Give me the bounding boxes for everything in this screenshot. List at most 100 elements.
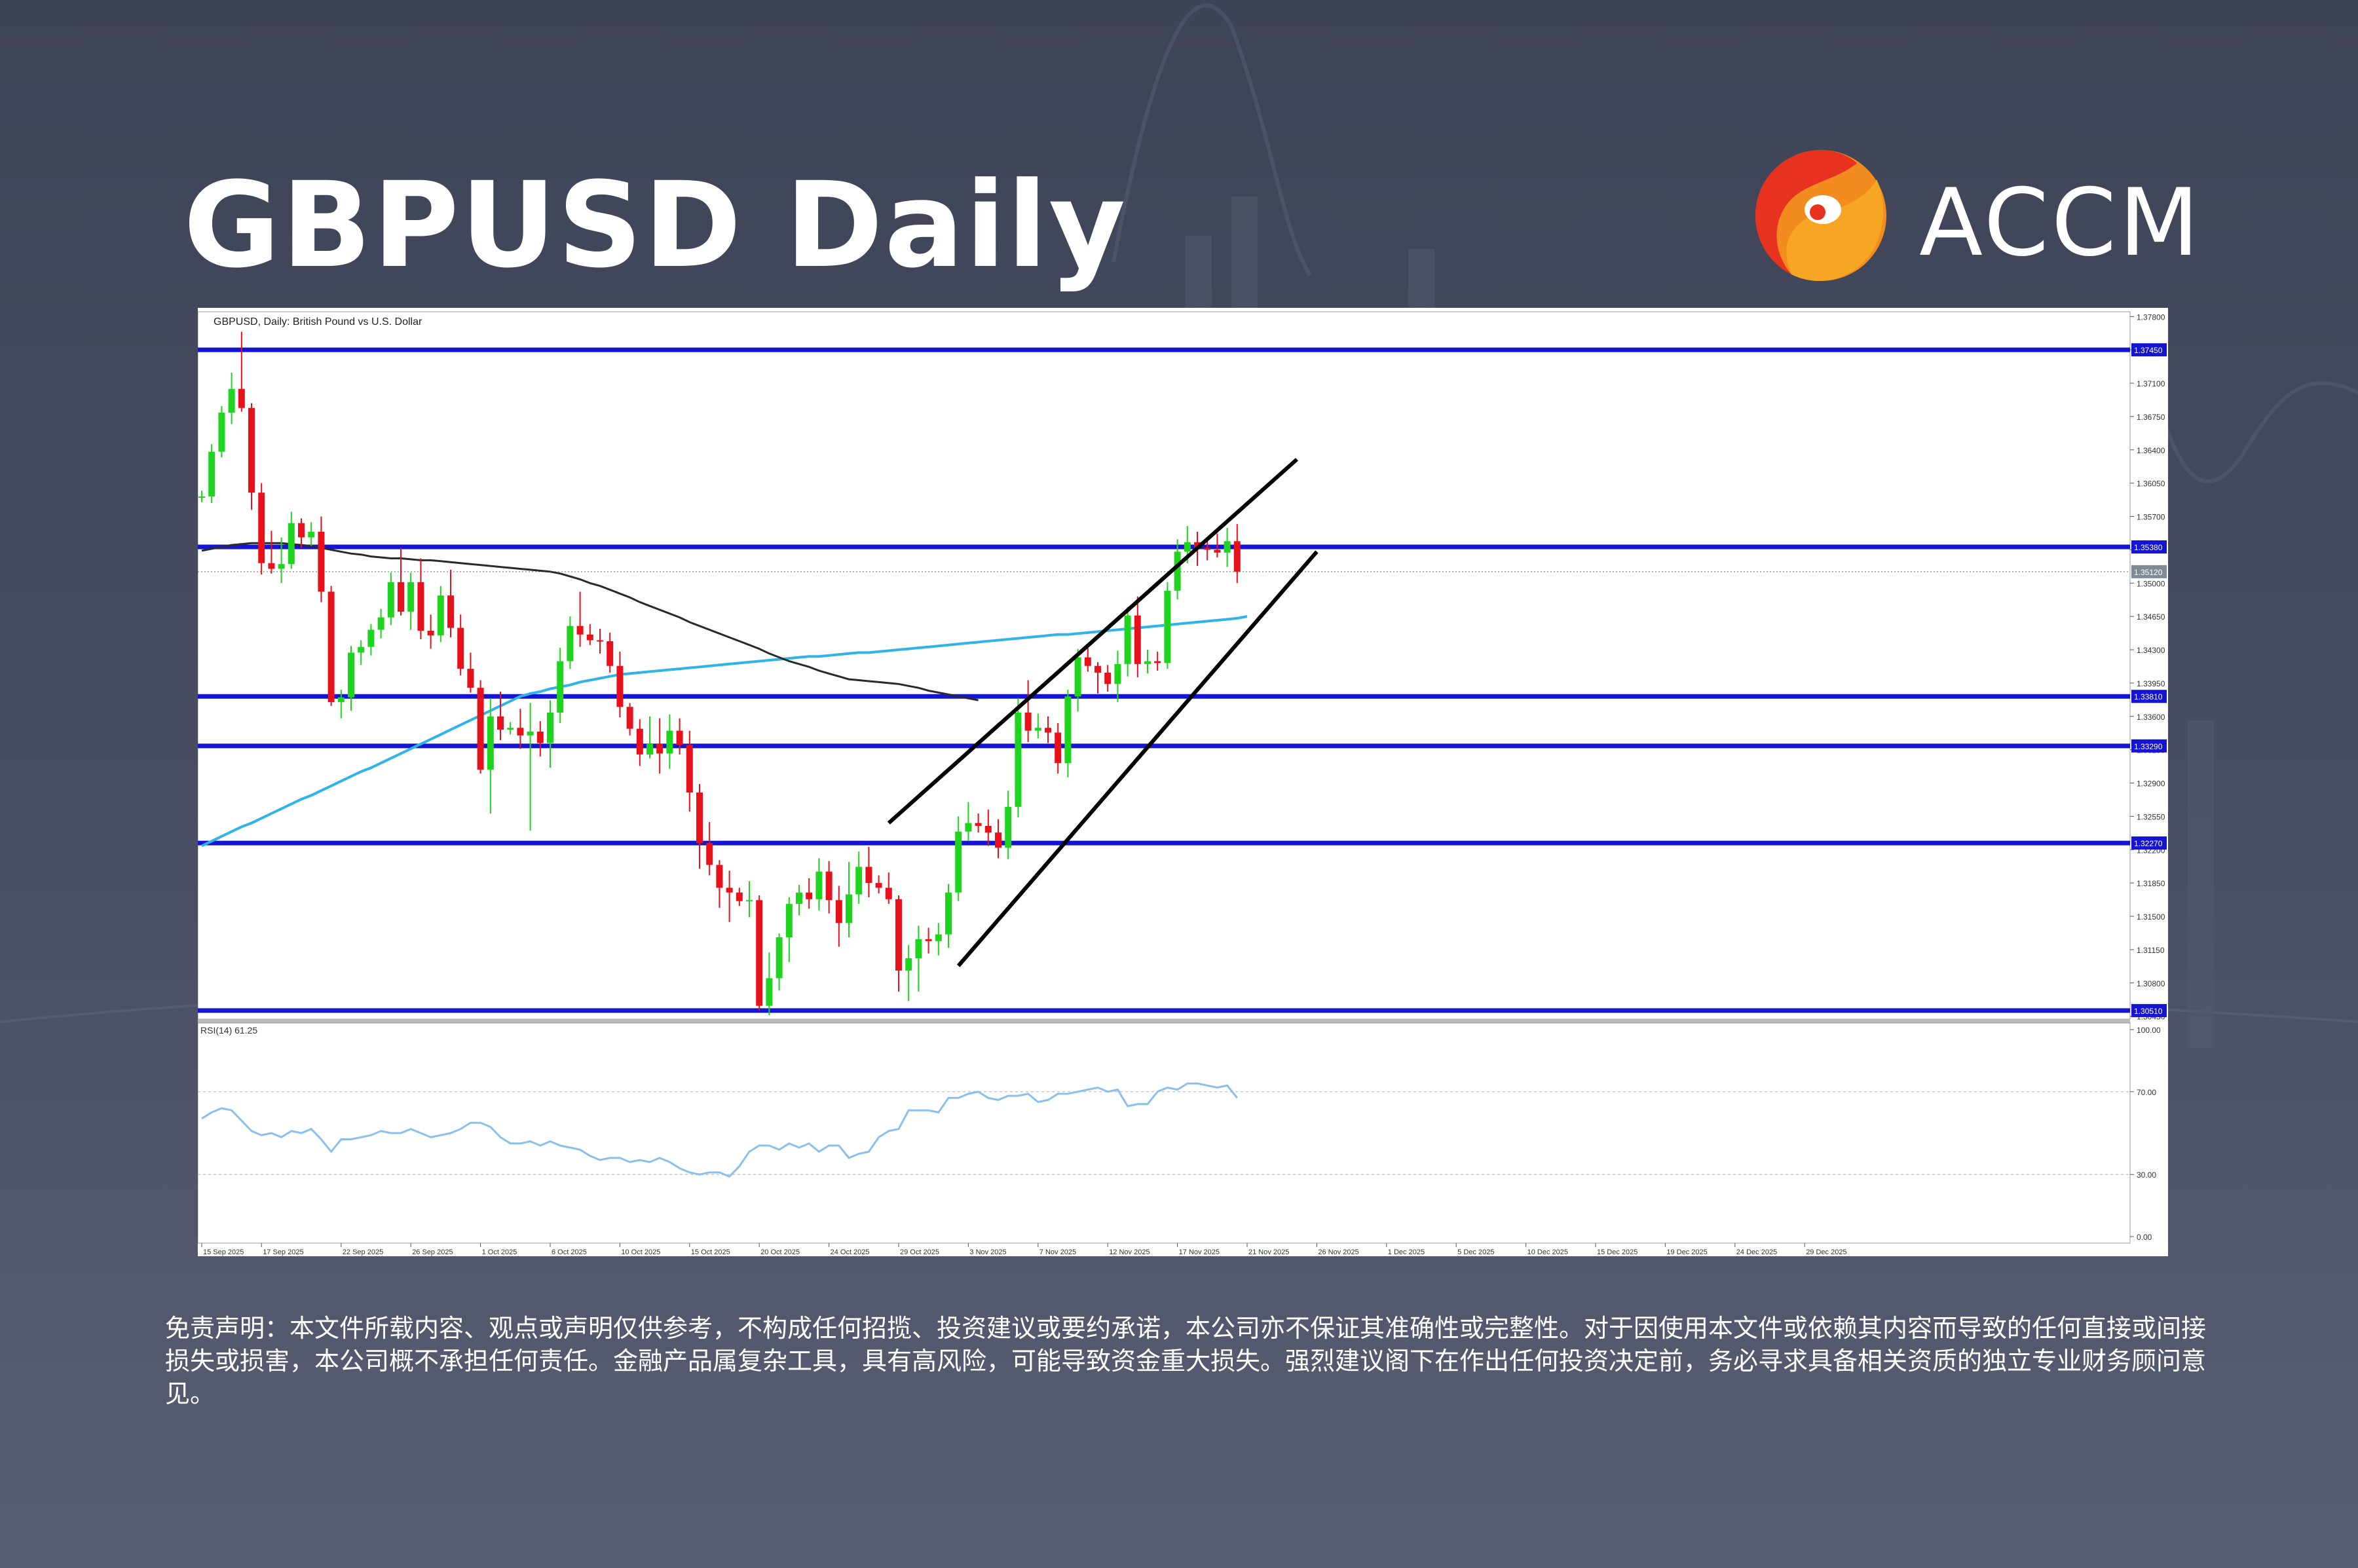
candle-body <box>328 591 335 702</box>
ma-blue-line <box>201 615 1248 848</box>
chart-caption: GBPUSD, Daily: British Pound vs U.S. Dol… <box>214 316 422 327</box>
candle-body <box>995 832 1001 848</box>
panel-separator <box>198 1019 2130 1023</box>
candle-body <box>1233 541 1241 572</box>
bg-curve <box>1112 3 1312 276</box>
x-tick-label: 21 Nov 2025 <box>1248 1248 1289 1256</box>
candle-body <box>646 743 653 755</box>
accm-logo-icon <box>1755 150 1886 281</box>
level-price-label: 1.37450 <box>2134 346 2163 355</box>
candle-body <box>398 582 404 612</box>
candle-body <box>278 564 285 569</box>
candle-body <box>935 934 942 941</box>
y-tick-label: 1.31150 <box>2137 946 2165 955</box>
chart-background <box>198 308 2168 1256</box>
x-tick-label: 12 Nov 2025 <box>1109 1248 1150 1256</box>
y-tick-label: 1.36050 <box>2137 479 2165 489</box>
x-tick-label: 5 Dec 2025 <box>1457 1248 1494 1256</box>
level-price-tag <box>2131 690 2167 703</box>
candle-body <box>337 697 345 702</box>
y-tick-label: 1.30800 <box>2137 979 2165 988</box>
level-price-tag <box>2131 1003 2167 1017</box>
candle-body <box>915 939 922 958</box>
y-tick-label: 1.36400 <box>2137 446 2165 455</box>
candle-body <box>348 652 354 698</box>
x-tick-label: 29 Oct 2025 <box>900 1248 939 1256</box>
candle-body <box>1024 712 1032 731</box>
x-tick-label: 15 Dec 2025 <box>1597 1248 1638 1256</box>
candle-body <box>905 958 912 971</box>
candle-body <box>358 646 365 653</box>
candle-body <box>367 629 375 647</box>
candle-body <box>407 582 415 612</box>
x-tick-label: 3 Nov 2025 <box>969 1248 1006 1256</box>
candle-body <box>607 641 614 666</box>
candle-body <box>716 865 723 888</box>
x-tick-label: 22 Sep 2025 <box>343 1248 383 1256</box>
candle-body <box>686 745 693 793</box>
candle-body <box>1114 663 1121 684</box>
candle-body <box>696 793 703 844</box>
candle-body <box>945 892 952 935</box>
level-price-label: 1.32270 <box>2134 839 2163 848</box>
candle-body <box>288 523 295 565</box>
candle-body <box>846 894 852 924</box>
candle-body <box>776 937 783 979</box>
x-tick-label: 6 Oct 2025 <box>552 1248 587 1256</box>
level-price-label: 1.35380 <box>2134 543 2163 552</box>
channel-upper-line <box>887 458 1298 825</box>
rsi-caption: RSI(14) 61.25 <box>200 1025 257 1036</box>
candle-body <box>756 900 763 1006</box>
candle-body <box>1134 615 1141 664</box>
y-tick-label: 1.33950 <box>2137 679 2165 688</box>
rsi-tick-label: 30.00 <box>2137 1170 2156 1180</box>
x-tick-label: 17 Sep 2025 <box>263 1248 303 1256</box>
candle-body <box>437 595 444 636</box>
candle-body <box>238 388 245 408</box>
candle-body <box>487 716 494 770</box>
disclaimer: 免责声明：本文件所载内容、观点或声明仅供参考，不构成任何招揽、投资建议或要约承诺… <box>165 1314 2207 1408</box>
candle-body <box>576 625 584 635</box>
rsi-tick-label: 100.00 <box>2137 1026 2161 1035</box>
x-tick-label: 15 Oct 2025 <box>691 1248 730 1256</box>
candle-body <box>597 640 603 642</box>
rsi-line <box>201 1082 1238 1178</box>
candle-body <box>955 831 962 893</box>
candle-body <box>377 617 384 630</box>
brand: ACCM <box>1752 144 2199 288</box>
candle-body <box>547 712 553 743</box>
candle-body <box>1045 728 1051 733</box>
bg-bar <box>2188 720 2214 1048</box>
level-price-tag <box>2131 836 2167 850</box>
candle-body <box>258 493 265 563</box>
y-tick-label: 1.35700 <box>2137 513 2165 522</box>
candle-body <box>1174 551 1181 591</box>
candle-body <box>766 978 773 1006</box>
x-tick-label: 10 Oct 2025 <box>621 1248 660 1256</box>
y-tick-label: 1.37100 <box>2137 379 2165 388</box>
candle-body <box>855 867 863 895</box>
x-tick-label: 10 Dec 2025 <box>1527 1248 1568 1256</box>
level-price-label: 1.33810 <box>2134 692 2163 701</box>
y-tick-label: 1.32900 <box>2137 779 2165 789</box>
candle-body <box>1034 728 1041 731</box>
bg-curve <box>2146 366 2358 484</box>
candle-body <box>984 825 992 833</box>
candle-body <box>1204 548 1211 550</box>
x-tick-label: 1 Dec 2025 <box>1388 1248 1425 1256</box>
candle-body <box>925 939 932 941</box>
candle-body <box>1124 615 1131 664</box>
rsi-tick-label: 70.00 <box>2137 1088 2156 1097</box>
channel-lower-line <box>956 550 1319 967</box>
candle-body <box>497 716 504 730</box>
level-price-tag <box>2131 540 2167 554</box>
rsi-plot-frame <box>198 1022 2131 1244</box>
candle-body <box>1095 665 1101 673</box>
x-tick-label: 15 Sep 2025 <box>203 1248 244 1256</box>
x-tick-label: 24 Oct 2025 <box>831 1248 870 1256</box>
y-tick-label: 1.37800 <box>2137 312 2165 322</box>
candle-body <box>218 413 225 452</box>
candle-body <box>1214 550 1221 553</box>
candle-body <box>865 867 872 884</box>
candle-body <box>895 899 902 971</box>
